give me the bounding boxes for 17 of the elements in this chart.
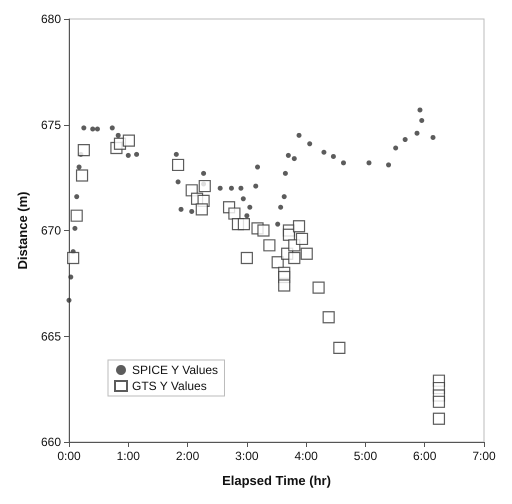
x-tick-label: 4:00 (294, 449, 318, 463)
x-tick-label: 1:00 (116, 449, 140, 463)
x-tick-label: 3:00 (235, 449, 259, 463)
y-tick-label: 680 (40, 12, 62, 26)
legend-label: GTS Y Values (132, 379, 207, 393)
x-tick-label: 0:00 (57, 449, 81, 463)
x-tick-label: 6:00 (413, 449, 437, 463)
y-tick-label: 670 (40, 224, 62, 238)
legend-label: SPICE Y Values (132, 363, 218, 377)
x-tick-label: 2:00 (176, 449, 200, 463)
x-tick-label: 7:00 (472, 449, 496, 463)
y-axis-title: Distance (m) (15, 191, 30, 270)
x-axis-title: Elapsed Time (hr) (222, 473, 331, 488)
x-tick-label: 5:00 (354, 449, 378, 463)
y-tick-label: 675 (40, 118, 62, 132)
y-tick-label: 660 (40, 435, 62, 449)
y-tick-label: 665 (40, 329, 62, 344)
